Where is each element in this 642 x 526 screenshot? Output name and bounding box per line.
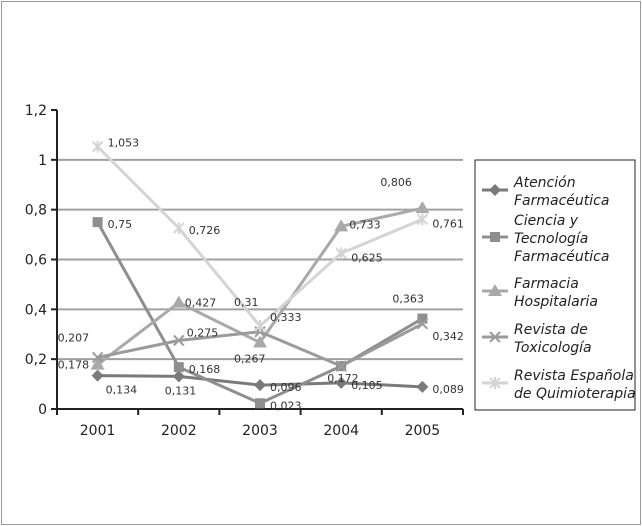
legend-label-1-2: Farmacéutica [514,249,609,265]
data-label-s0-0: 0,134 [106,384,138,397]
legend-marker-3 [489,331,501,343]
data-label-s0-1: 0,131 [165,384,197,397]
series-0-point-0 [91,369,104,382]
series-4-point-0 [91,140,104,153]
legend-marker-4 [489,377,501,389]
y-tick-label-1: 0,2 [25,352,47,368]
data-label-s3-1: 0,275 [187,326,219,339]
series-0-point-3 [335,376,348,389]
series-3-point-3 [335,360,347,372]
series-0-point-1 [172,370,185,383]
legend-label-1-0: Ciencia y [514,213,579,229]
data-label-s2-0: 0,178 [58,359,90,372]
legend-marker-0 [489,184,501,196]
legend-label-4-0: Revista Española [514,368,634,384]
legend-label-2-1: Hospitalaria [514,294,598,310]
x-tick-label-3: 2004 [323,423,359,439]
series-4-point-2 [254,320,266,333]
data-label-s0-3: 0,105 [351,379,383,392]
legend-label-2-0: Farmacia [514,276,579,292]
legend-label-0-0: Atención [513,175,576,191]
series-2-point-4 [415,201,430,214]
data-label-s4-3: 0,625 [351,251,383,264]
legend-box [474,159,636,411]
series-0-point-2 [254,379,266,392]
legend-label-0-1: Farmacéutica [514,193,609,209]
legend-marker-2 [488,284,502,296]
data-label-s1-4: 0,363 [392,293,424,306]
data-label-s1-0: 0,75 [108,218,133,231]
data-label-s1-3: 0,172 [327,372,359,385]
series-1-point-2 [255,398,265,409]
series-line-4 [96,145,423,329]
data-label-s3-0: 0,207 [58,331,90,344]
series-4-point-4 [416,213,429,226]
x-tick-label-0: 2001 [80,423,116,439]
series-2-point-3 [334,219,349,232]
series-2-point-0 [90,357,105,370]
legend-label-1-1: Tecnología [514,231,588,247]
y-tick-label-4: 0,8 [25,203,47,219]
y-tick-label-3: 0,6 [25,253,47,269]
data-label-s2-3: 0,733 [349,218,381,231]
series-0-point-4 [416,380,429,393]
data-label-s1-2: 0,023 [270,399,302,412]
legend-label-4-1: de Quimioterapia [514,386,636,402]
series-4-point-3 [335,247,347,260]
x-tick-label-2: 2003 [242,423,278,439]
data-label-s4-1: 0,726 [189,224,221,237]
series-1-point-1 [173,362,184,373]
data-label-s4-0: 1,053 [108,137,140,150]
series-3-point-4 [416,318,429,330]
data-label-s1-1: 0,168 [189,363,221,376]
series-2-point-2 [253,335,267,348]
y-tick-label-2: 0,4 [25,302,47,318]
data-label-s3-4: 0,342 [432,330,464,343]
data-label-s4-4: 0,761 [432,217,464,230]
legend-label-3-1: Toxicología [514,340,592,356]
x-tick-label-1: 2002 [161,423,197,439]
x-tick-label-4: 2005 [405,423,441,439]
series-3-point-0 [91,351,104,364]
legend-label-3-0: Revista de [514,322,588,338]
data-label-s2-4: 0,806 [380,176,412,189]
data-label-s0-2: 0,096 [270,381,302,394]
data-label-s2-1: 0,427 [185,297,217,310]
series-3-point-1 [173,334,185,347]
series-4-point-1 [173,222,185,235]
y-tick-label-6: 1,2 [25,103,47,119]
y-tick-label-0: 0 [38,402,47,418]
series-2-point-1 [171,295,186,308]
data-label-s3-2: 0,31 [234,296,259,309]
series-1-point-0 [92,217,103,228]
data-label-s2-2: 0,267 [234,352,266,365]
legend-marker-1 [490,232,500,242]
y-tick-label-5: 1 [38,153,47,169]
data-label-s0-4: 0,089 [432,383,464,396]
series-1-point-4 [417,313,428,324]
data-label-s4-2: 0,333 [270,311,302,324]
